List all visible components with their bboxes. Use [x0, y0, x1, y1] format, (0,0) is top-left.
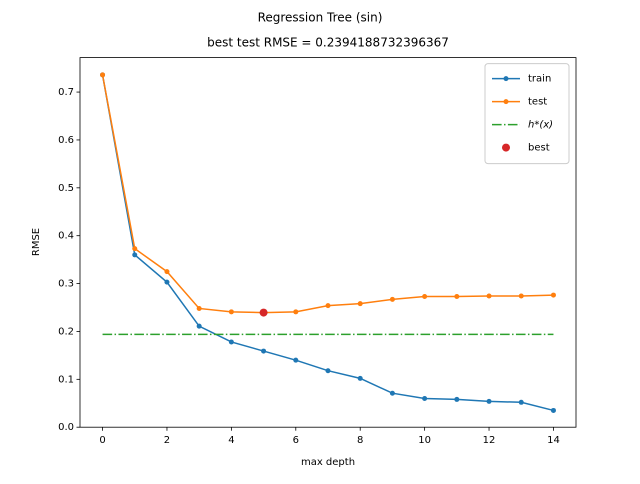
- x-tick-label: 14: [547, 435, 560, 446]
- series-marker: [228, 339, 234, 345]
- y-tick-label: 0.4: [58, 231, 74, 242]
- series-marker: [293, 309, 299, 315]
- series-marker: [389, 390, 395, 396]
- series-marker: [132, 252, 138, 258]
- series-marker: [422, 293, 428, 299]
- legend-label: best: [528, 143, 550, 154]
- series-marker: [132, 246, 138, 252]
- series-marker: [550, 292, 556, 298]
- x-tick-label: 4: [228, 435, 234, 446]
- series-marker: [550, 407, 556, 413]
- series-marker: [164, 279, 170, 285]
- y-tick-label: 0.5: [58, 183, 74, 194]
- legend-symbol: [503, 99, 509, 105]
- x-tick-label: 2: [164, 435, 170, 446]
- series-marker: [486, 293, 492, 299]
- series-marker: [164, 269, 170, 275]
- y-tick-label: 0.6: [58, 135, 74, 146]
- x-tick-label: 0: [99, 435, 105, 446]
- x-tick-label: 10: [418, 435, 431, 446]
- series-marker: [389, 296, 395, 302]
- series-marker: [228, 309, 234, 315]
- series-marker: [357, 375, 363, 381]
- legend-box: [484, 63, 570, 165]
- series-marker: [325, 368, 331, 374]
- y-tick-label: 0.3: [58, 279, 74, 290]
- best-point: [259, 308, 268, 317]
- y-tick-label: 0.7: [58, 87, 74, 98]
- y-tick-label: 0.1: [58, 374, 74, 385]
- series-marker: [454, 293, 460, 299]
- series-marker: [357, 301, 363, 307]
- series-marker: [293, 357, 299, 363]
- legend-symbol: [502, 143, 510, 152]
- series-marker: [196, 323, 202, 329]
- series-marker: [486, 398, 492, 404]
- plot-frame: [79, 57, 577, 428]
- series-marker: [196, 305, 202, 311]
- y-axis-label: RMSE: [31, 228, 42, 256]
- x-tick-label: 6: [293, 435, 299, 446]
- legend-label: test: [528, 97, 547, 108]
- legend-label: h*(x): [528, 120, 553, 131]
- series-marker: [518, 399, 524, 405]
- x-tick-label: 12: [483, 435, 496, 446]
- series-marker: [100, 72, 106, 78]
- x-axis-label: max depth: [301, 457, 355, 468]
- series-marker: [518, 293, 524, 299]
- series-marker: [454, 396, 460, 402]
- series-marker: [325, 303, 331, 309]
- chart-subtitle: best test RMSE = 0.2394188732396367: [207, 36, 449, 50]
- chart-title: Regression Tree (sin): [258, 11, 383, 25]
- y-tick-label: 0.0: [58, 422, 74, 433]
- legend-label: train: [528, 74, 551, 85]
- y-tick-label: 0.2: [58, 326, 74, 337]
- legend-symbol: [503, 76, 509, 82]
- series-marker: [261, 348, 267, 354]
- series-marker: [422, 395, 428, 401]
- x-tick-label: 8: [357, 435, 363, 446]
